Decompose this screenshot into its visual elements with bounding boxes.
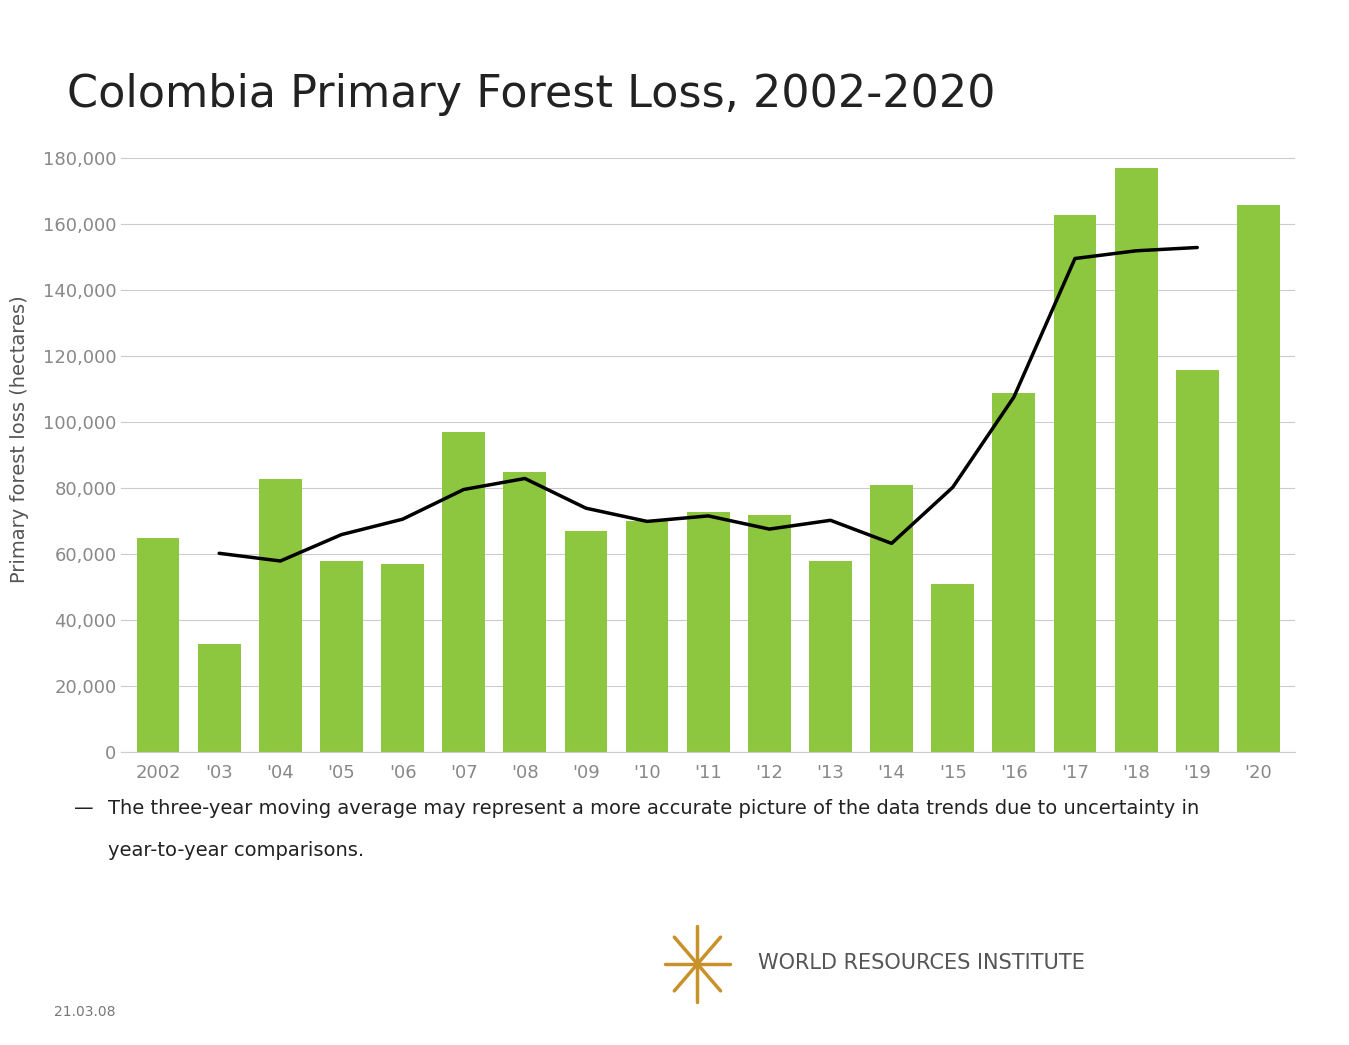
Bar [565,531,607,752]
Text: Colombia Primary Forest Loss, 2002-2020: Colombia Primary Forest Loss, 2002-2020 [67,73,996,116]
Bar [1054,214,1097,752]
Bar [809,561,851,752]
Bar [503,472,546,752]
Text: GLOBAL
FOREST
WATCH: GLOBAL FOREST WATCH [550,940,603,988]
Bar [870,485,913,752]
Bar [687,511,730,752]
Bar [931,584,974,752]
Bar [1176,370,1218,752]
Y-axis label: Primary forest loss (hectares): Primary forest loss (hectares) [9,295,30,583]
Bar [198,644,240,752]
Text: 21.03.08: 21.03.08 [54,1005,116,1019]
Bar [993,393,1035,752]
Bar [747,515,791,752]
Bar [320,561,363,752]
Bar [442,433,486,752]
Bar [136,538,179,752]
Bar [1114,168,1157,752]
Text: The three-year moving average may represent a more accurate picture of the data : The three-year moving average may repres… [108,799,1199,818]
Bar [1237,205,1280,752]
Bar [382,564,424,752]
Bar [259,479,302,752]
Text: —: — [74,799,94,818]
Text: WORLD RESOURCES INSTITUTE: WORLD RESOURCES INSTITUTE [758,953,1085,974]
Bar [626,521,669,752]
Text: year-to-year comparisons.: year-to-year comparisons. [108,841,364,860]
